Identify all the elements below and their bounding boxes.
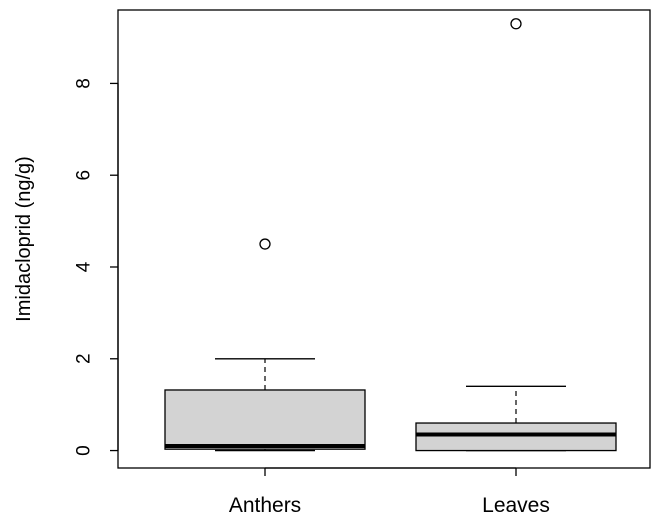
outlier-point	[260, 239, 270, 249]
y-tick-label: 6	[74, 170, 95, 181]
y-axis-label: Imidacloprid (ng/g)	[13, 156, 35, 322]
box	[416, 423, 616, 451]
box-group	[165, 239, 365, 451]
y-axis: 0 2 4 6 8	[74, 78, 118, 456]
boxes	[165, 19, 616, 451]
y-tick-label: 2	[74, 353, 95, 364]
y-tick-label: 4	[74, 261, 95, 272]
y-tick-label: 0	[74, 445, 95, 456]
y-tick-label: 8	[74, 78, 95, 89]
box-group	[416, 19, 616, 451]
outlier-point	[511, 19, 521, 29]
x-tick-label: Leaves	[482, 494, 550, 517]
x-axis: Anthers Leaves	[229, 468, 550, 517]
box	[165, 390, 365, 449]
x-tick-label: Anthers	[229, 494, 301, 517]
